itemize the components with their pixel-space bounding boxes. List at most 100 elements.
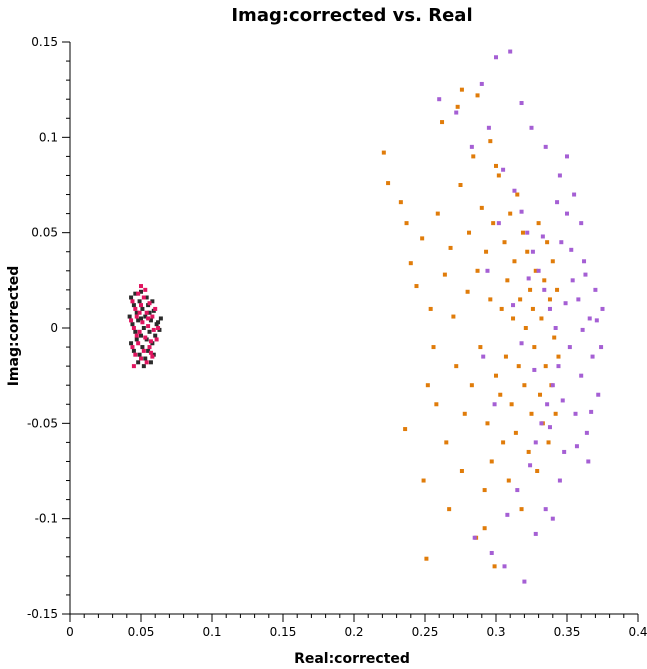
data-point [146, 348, 151, 353]
x-tick-label: 0.05 [128, 625, 155, 639]
data-point [516, 364, 521, 369]
data-point [545, 402, 550, 407]
data-point [444, 440, 449, 445]
data-point [141, 364, 146, 369]
x-tick-label: 0.25 [412, 625, 439, 639]
data-point [505, 278, 510, 283]
data-point [144, 310, 149, 315]
data-point [539, 316, 544, 321]
data-point [582, 259, 587, 264]
data-point [472, 535, 477, 540]
data-point [455, 104, 460, 109]
data-point [502, 240, 507, 245]
data-point [550, 516, 555, 521]
data-point [593, 287, 598, 292]
data-point [538, 392, 543, 397]
data-point [147, 345, 152, 350]
data-point [557, 478, 562, 483]
data-point [403, 427, 408, 432]
data-point [434, 402, 439, 407]
data-point [522, 579, 527, 584]
data-point [579, 373, 584, 378]
data-point [425, 383, 430, 388]
data-point [459, 87, 464, 92]
data-point [547, 425, 552, 430]
data-point [156, 320, 161, 325]
data-point [482, 526, 487, 531]
x-tick-label: 0.2 [344, 625, 363, 639]
data-point [488, 297, 493, 302]
data-point [146, 324, 151, 329]
data-point [131, 348, 136, 353]
data-point [130, 322, 135, 327]
data-point [569, 247, 574, 252]
data-point [465, 289, 470, 294]
data-point [536, 221, 541, 226]
data-point [539, 421, 544, 426]
data-point [542, 287, 547, 292]
data-point [134, 310, 139, 315]
data-point [555, 287, 560, 292]
data-point [536, 268, 541, 273]
data-point [154, 337, 159, 342]
data-point [502, 564, 507, 569]
data-point [144, 360, 149, 365]
data-point [494, 373, 498, 378]
data-point [129, 318, 134, 323]
data-point [533, 268, 538, 273]
data-point [505, 512, 510, 517]
data-point [509, 402, 514, 407]
data-point [485, 421, 490, 426]
data-point [491, 221, 496, 226]
data-point [435, 211, 440, 216]
data-point [511, 316, 516, 321]
y-tick-label: -0.1 [35, 512, 58, 526]
data-point [150, 354, 155, 359]
data-point [147, 329, 152, 334]
data-point [563, 301, 568, 306]
data-point [545, 240, 550, 245]
data-point [501, 167, 506, 172]
y-tick-label: 0.05 [31, 226, 58, 240]
data-point [523, 326, 528, 330]
data-point [542, 278, 547, 283]
data-point [496, 221, 501, 226]
data-point [137, 352, 142, 357]
data-point [386, 181, 391, 186]
data-point [562, 449, 567, 454]
data-point [515, 192, 520, 197]
data-point [553, 326, 558, 330]
data-point [482, 488, 487, 493]
data-point [141, 295, 146, 300]
data-point [596, 392, 601, 397]
data-point [540, 234, 545, 239]
data-point [475, 93, 480, 98]
x-tick-label: 0.3 [486, 625, 505, 639]
x-tick-label: 0 [66, 625, 74, 639]
data-point [148, 339, 153, 344]
data-point [137, 310, 142, 315]
data-point [519, 507, 524, 512]
data-point [131, 364, 136, 369]
data-point [511, 303, 516, 308]
data-point [567, 345, 572, 350]
data-point [565, 154, 569, 159]
data-point [129, 341, 134, 346]
data-point [148, 360, 153, 365]
data-point [143, 356, 148, 361]
data-point [469, 144, 474, 149]
data-point [586, 459, 591, 464]
data-point [484, 249, 489, 254]
data-point [150, 314, 155, 319]
data-point [447, 507, 452, 512]
y-tick-label: 0.1 [39, 130, 58, 144]
data-point [519, 341, 524, 346]
data-point [506, 478, 511, 483]
data-point [420, 236, 425, 241]
data-point [151, 327, 156, 332]
data-point [428, 306, 433, 311]
data-point [139, 303, 143, 308]
data-point [137, 329, 142, 334]
data-point [485, 268, 490, 273]
data-point [467, 230, 472, 235]
